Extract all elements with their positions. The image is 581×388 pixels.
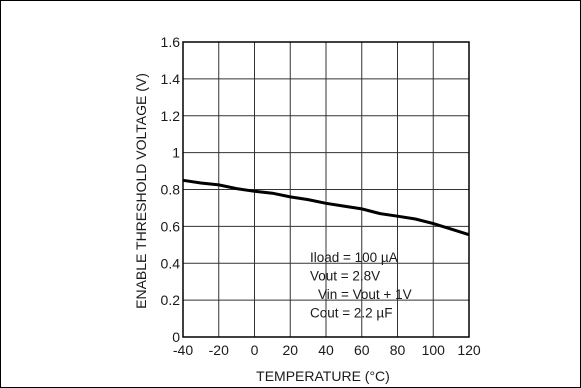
y-tick-label: 0.2 bbox=[161, 292, 181, 308]
x-tick-label: 20 bbox=[282, 342, 298, 358]
series-line bbox=[182, 178, 470, 237]
y-tick-label: 1.6 bbox=[161, 34, 181, 50]
y-tick-label: 0.4 bbox=[161, 255, 181, 271]
x-tick-label: 100 bbox=[422, 342, 446, 358]
x-axis-title: TEMPERATURE (°C) bbox=[256, 368, 390, 384]
y-tick-label: 1 bbox=[172, 145, 180, 161]
annotation-text: Cout = 2.2 µF bbox=[310, 306, 392, 321]
annotations: Iload = 100 µA Vout = 2.8V Vin = Vout + 1V… bbox=[310, 250, 412, 321]
y-tick-label: 0.6 bbox=[161, 218, 181, 234]
annotation-text: Vout = 2.8V bbox=[310, 269, 380, 284]
y-tick-label: 1.2 bbox=[161, 108, 181, 124]
annotation-text: Iload = 100 µA bbox=[310, 250, 398, 265]
x-tick-label: 120 bbox=[457, 342, 481, 358]
x-tick-label: 80 bbox=[390, 342, 406, 358]
y-tick-label: 1.4 bbox=[161, 71, 181, 87]
plot-border bbox=[182, 41, 470, 338]
y-tick-label: 0.8 bbox=[161, 182, 181, 198]
y-axis-title: ENABLE THRESHOLD VOLTAGE (V) bbox=[133, 73, 149, 309]
y-tick-labels: 0 0.2 0.4 0.6 0.8 1 1.2 1.4 1.6 bbox=[161, 34, 181, 345]
x-tick-label: 60 bbox=[354, 342, 370, 358]
y-tick-label: 0 bbox=[172, 329, 180, 345]
x-tick-labels: -40 -20 0 20 40 60 80 100 120 bbox=[173, 342, 481, 358]
annotation-text: Vin = Vout + 1V bbox=[318, 287, 412, 302]
x-tick-label: -40 bbox=[173, 342, 193, 358]
x-tick-label: -20 bbox=[209, 342, 229, 358]
x-tick-label: 40 bbox=[318, 342, 334, 358]
x-tick-label: 0 bbox=[251, 342, 259, 358]
